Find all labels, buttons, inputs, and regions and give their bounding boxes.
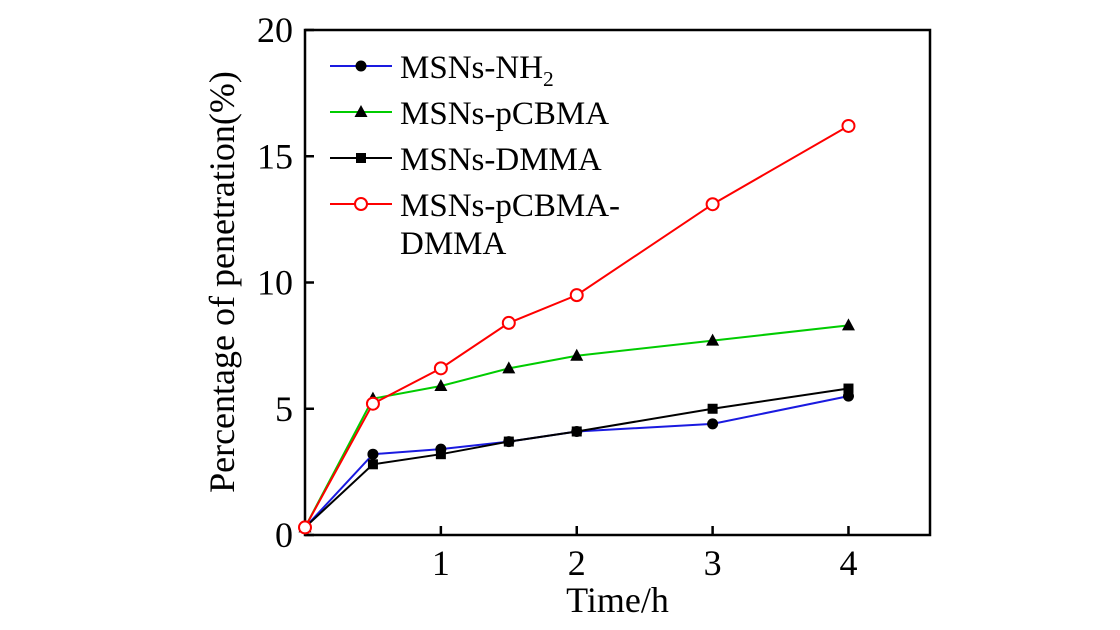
marker-triangle-filled xyxy=(434,379,448,392)
x-tick-label: 3 xyxy=(704,543,722,583)
y-tick-label: 5 xyxy=(275,389,293,429)
y-tick-label: 20 xyxy=(257,10,293,50)
x-axis-label: Time/h xyxy=(566,580,669,620)
y-tick-label: 0 xyxy=(275,515,293,555)
legend-item: MSNs-DMMA xyxy=(330,142,602,178)
marker-circle-open xyxy=(705,197,720,212)
marker-square-filled xyxy=(571,426,582,437)
marker-circle-open xyxy=(354,197,368,211)
marker-triangle-filled xyxy=(841,318,855,331)
marker-square-filled xyxy=(356,153,366,163)
series-line-msns-pcbma-dmma xyxy=(304,125,849,528)
legend-item: MSNs-NH2 xyxy=(330,50,554,91)
marker-triangle-filled xyxy=(570,348,584,361)
marker-square-filled xyxy=(503,436,514,447)
marker-circle-filled xyxy=(355,60,367,72)
y-axis-label: Percentage of penetration(%) xyxy=(202,71,242,493)
legend-label: MSNs-pCBMA- xyxy=(400,188,620,224)
x-tick-label: 4 xyxy=(839,543,857,583)
legend: MSNs-NH2 MSNs-pCBMA MSNs-DMMA MSNs-pCBMA-DM… xyxy=(330,50,620,262)
marker-circle-open xyxy=(298,520,312,535)
plot-frame xyxy=(303,28,932,537)
legend-label: MSNs-NH2 xyxy=(400,50,554,91)
marker-square-filled xyxy=(843,383,854,394)
legend-item: MSNs-pCBMA xyxy=(330,96,609,132)
x-tick-label: 1 xyxy=(432,543,450,583)
marker-circle-open xyxy=(569,288,584,303)
legend-label: DMMA xyxy=(400,226,507,262)
marker-square-filled xyxy=(435,449,446,460)
marker-circle-open xyxy=(365,396,380,411)
marker-circle-filled xyxy=(707,418,719,430)
x-tick-label: 2 xyxy=(568,543,586,583)
legend-label: MSNs-DMMA xyxy=(400,142,602,178)
marker-triangle-filled xyxy=(354,105,368,117)
marker-circle-open xyxy=(841,118,856,133)
legend-item: MSNs-pCBMA-DMMA xyxy=(330,188,620,262)
marker-square-filled xyxy=(707,403,718,414)
series-line-msns-dmma xyxy=(304,387,849,529)
marker-circle-filled xyxy=(367,448,379,460)
marker-circle-open xyxy=(501,315,516,330)
y-tick-label: 10 xyxy=(257,263,293,303)
legend-label: MSNs-pCBMA xyxy=(400,96,609,132)
y-tick-label: 15 xyxy=(257,136,293,176)
marker-square-filled xyxy=(367,459,378,470)
marker-triangle-filled xyxy=(706,333,720,346)
marker-circle-open xyxy=(433,361,448,376)
marker-triangle-filled xyxy=(502,361,516,374)
